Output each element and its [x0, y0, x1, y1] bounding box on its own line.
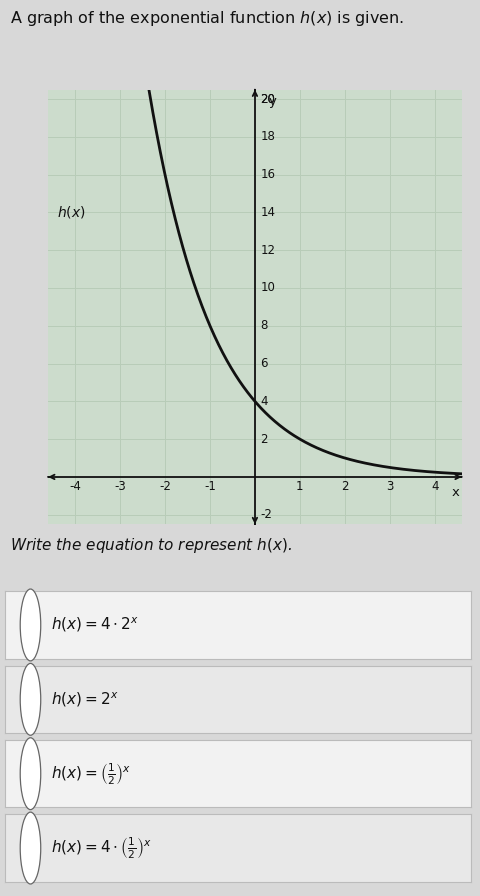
Text: -2: -2	[159, 479, 170, 493]
Text: y: y	[268, 95, 276, 108]
Text: $h(x) = 4 \cdot 2^{x}$: $h(x) = 4 \cdot 2^{x}$	[51, 616, 139, 634]
Text: 20: 20	[260, 92, 275, 106]
Text: $h(x)$: $h(x)$	[57, 204, 85, 220]
Text: $h(x) = 2^{x}$: $h(x) = 2^{x}$	[51, 690, 119, 709]
Text: x: x	[451, 487, 458, 499]
Ellipse shape	[20, 812, 41, 884]
Text: 6: 6	[260, 358, 267, 370]
Text: 4: 4	[430, 479, 438, 493]
Text: 1: 1	[296, 479, 303, 493]
Text: -1: -1	[204, 479, 216, 493]
Text: 2: 2	[260, 433, 267, 445]
Text: 18: 18	[260, 130, 275, 143]
Ellipse shape	[20, 589, 41, 661]
Text: Write the equation to represent $h(x)$.: Write the equation to represent $h(x)$.	[10, 536, 291, 555]
Ellipse shape	[20, 737, 41, 810]
Text: $h(x) = 4 \cdot \left(\frac{1}{2}\right)^{x}$: $h(x) = 4 \cdot \left(\frac{1}{2}\right)…	[51, 835, 152, 861]
Text: 10: 10	[260, 281, 275, 295]
Text: -3: -3	[114, 479, 126, 493]
Text: 20: 20	[260, 92, 275, 106]
Text: -2: -2	[260, 508, 272, 521]
Text: 12: 12	[260, 244, 275, 256]
Ellipse shape	[20, 663, 41, 736]
Text: $h(x) = \left(\frac{1}{2}\right)^{x}$: $h(x) = \left(\frac{1}{2}\right)^{x}$	[51, 761, 132, 787]
Text: 3: 3	[385, 479, 393, 493]
Text: -4: -4	[69, 479, 81, 493]
Text: A graph of the exponential function $h(x)$ is given.: A graph of the exponential function $h(x…	[10, 9, 403, 28]
Text: 14: 14	[260, 206, 275, 219]
Text: 16: 16	[260, 168, 275, 181]
Text: 2: 2	[340, 479, 348, 493]
Text: 8: 8	[260, 319, 267, 332]
Text: 4: 4	[260, 395, 267, 408]
